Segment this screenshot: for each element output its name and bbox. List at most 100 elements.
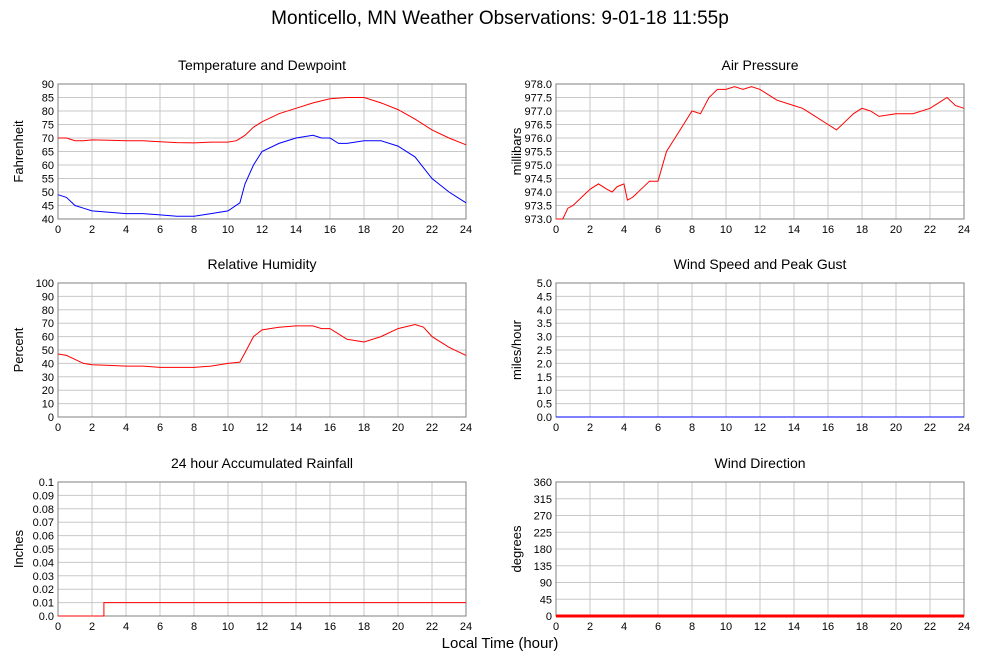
x-tick-label: 14 (290, 224, 302, 236)
y-tick-label: 0.09 (33, 490, 54, 502)
x-tick-label: 10 (720, 621, 732, 633)
x-tick-label: 12 (754, 224, 766, 236)
x-tick-label: 16 (822, 621, 834, 633)
x-tick-label: 6 (655, 621, 661, 633)
y-tick-label: 0.06 (33, 531, 54, 543)
y-tick-label: 2.0 (537, 358, 552, 370)
x-tick-label: 8 (191, 621, 197, 633)
x-tick-label: 8 (191, 224, 197, 236)
x-tick-label: 8 (689, 621, 695, 633)
y-tick-label: 974.0 (524, 187, 552, 199)
y-tick-label: 70 (42, 318, 54, 330)
y-axis-label: Fahrenheit (11, 120, 26, 183)
y-tick-label: 225 (534, 527, 552, 539)
y-tick-label: 0 (546, 611, 552, 623)
x-tick-label: 14 (290, 422, 302, 434)
x-tick-label: 18 (358, 422, 370, 434)
y-tick-label: 40 (42, 358, 54, 370)
series-line-1 (57, 323, 467, 368)
x-tick-label: 6 (655, 422, 661, 434)
x-tick-label: 4 (621, 224, 627, 236)
chart-title: Temperature and Dewpoint (178, 57, 346, 73)
x-tick-label: 6 (157, 224, 163, 236)
x-tick-label: 2 (587, 224, 593, 236)
y-tick-label: 30 (42, 372, 54, 384)
y-tick-label: 60 (42, 332, 54, 344)
x-tick-label: 4 (123, 422, 129, 434)
x-tick-label: 16 (324, 422, 336, 434)
y-tick-label: 973.5 (524, 201, 552, 213)
series-line-2 (57, 134, 467, 217)
y-axis-label: millibars (509, 127, 524, 175)
x-tick-label: 18 (856, 621, 868, 633)
x-tick-label: 0 (55, 224, 61, 236)
series-line-1 (58, 97, 467, 146)
x-tick-label: 20 (392, 422, 404, 434)
y-tick-label: 974.5 (524, 174, 552, 186)
x-tick-label: 10 (222, 621, 234, 633)
y-tick-label: 80 (42, 305, 54, 317)
y-tick-label: 0.01 (33, 598, 54, 610)
x-tick-label: 22 (924, 422, 936, 434)
y-tick-label: 977.5 (524, 93, 552, 105)
y-tick-label: 976.5 (524, 120, 552, 132)
y-tick-label: 100 (36, 278, 54, 290)
y-tick-label: 45 (42, 201, 54, 213)
x-tick-label: 22 (426, 621, 438, 633)
chart-title: Relative Humidity (208, 256, 317, 272)
x-tick-label: 4 (621, 422, 627, 434)
y-tick-label: 975.0 (524, 160, 552, 172)
chart-panel-1: Temperature and Dewpoint4045505560657075… (11, 57, 472, 236)
x-tick-label: 16 (822, 422, 834, 434)
y-tick-label: 1.0 (537, 385, 552, 397)
x-tick-label: 0 (55, 621, 61, 633)
x-tick-label: 24 (460, 621, 472, 633)
x-tick-label: 0 (553, 224, 559, 236)
y-tick-label: 0.07 (33, 517, 54, 529)
y-tick-label: 978.0 (524, 79, 552, 91)
x-tick-label: 0 (55, 422, 61, 434)
x-tick-label: 10 (222, 422, 234, 434)
chart-title: Wind Direction (714, 455, 805, 471)
y-axis-label: miles/hour (509, 319, 524, 380)
x-tick-label: 24 (958, 621, 970, 633)
y-tick-label: 80 (42, 106, 54, 118)
y-tick-label: 90 (540, 578, 552, 590)
x-tick-label: 24 (460, 422, 472, 434)
page-title: Monticello, MN Weather Observations: 9-0… (271, 8, 729, 29)
y-tick-label: 75 (42, 120, 54, 132)
y-tick-label: 5.0 (537, 278, 552, 290)
x-tick-label: 20 (392, 224, 404, 236)
y-tick-label: 4.5 (537, 291, 552, 303)
y-tick-label: 973.0 (524, 214, 552, 226)
x-tick-label: 22 (426, 224, 438, 236)
x-tick-label: 22 (924, 224, 936, 236)
y-tick-label: 45 (540, 594, 552, 606)
y-tick-label: 0.08 (33, 504, 54, 516)
chart-panel-4: Wind Speed and Peak Gust0.00.51.01.52.02… (509, 256, 970, 434)
y-tick-label: 976.0 (524, 133, 552, 145)
y-tick-label: 0.0 (537, 412, 552, 424)
y-tick-label: 0.02 (33, 584, 54, 596)
x-tick-label: 6 (157, 621, 163, 633)
y-tick-label: 90 (42, 291, 54, 303)
x-tick-label: 20 (890, 621, 902, 633)
x-tick-label: 8 (689, 224, 695, 236)
plot-frame (57, 83, 467, 220)
y-tick-label: 20 (42, 385, 54, 397)
y-axis-label: Inches (11, 529, 26, 568)
chart-title: Air Pressure (721, 57, 798, 73)
plot-frame (555, 83, 965, 220)
y-tick-label: 70 (42, 133, 54, 145)
y-tick-label: 977.0 (524, 106, 552, 118)
x-tick-label: 14 (788, 422, 800, 434)
y-tick-label: 0.0 (39, 611, 54, 623)
x-tick-label: 14 (788, 224, 800, 236)
x-tick-label: 18 (856, 422, 868, 434)
x-tick-label: 14 (788, 621, 800, 633)
y-tick-label: 0 (48, 412, 54, 424)
x-tick-label: 6 (157, 422, 163, 434)
y-tick-label: 3.0 (537, 332, 552, 344)
